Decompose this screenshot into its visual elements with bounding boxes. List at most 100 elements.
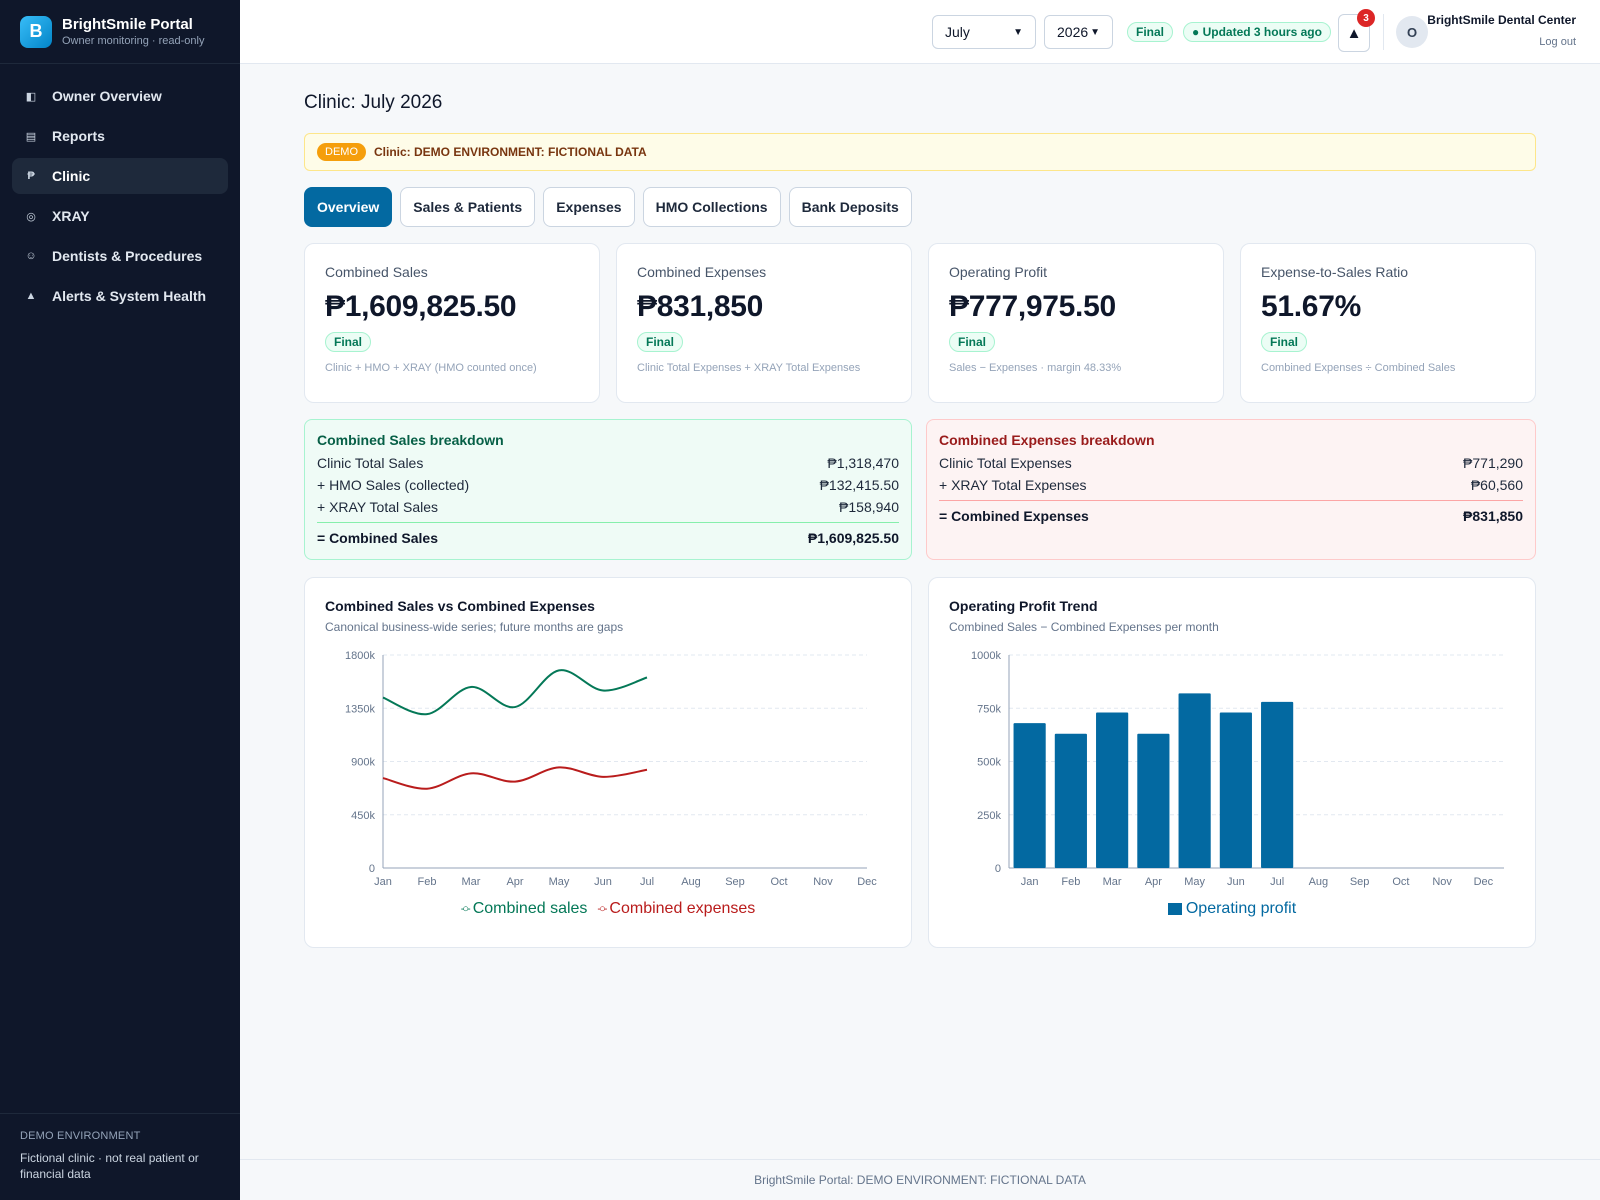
bar-feb [1054,733,1087,868]
legend-swatch-icon [1167,903,1182,915]
status-badge: Final [637,332,684,352]
banner-text: Clinic: DEMO ENVIRONMENT: FICTIONAL DATA [374,145,647,159]
breakdown-value: ₱132,415.50 [819,477,899,493]
combined-sales-line [382,669,648,716]
sales-breakdown-title: Combined Sales breakdown [317,432,504,448]
x-tick-label: Feb [418,876,437,888]
breakdown-row: + HMO Sales (collected) ₱132,415.50 [317,474,899,496]
x-tick-label: Jul [1270,876,1284,888]
sidebar-item-label: Alerts & System Health [52,288,207,304]
kpi-card-combined-expenses: Combined Expenses ₱831,850 Final Clinic Tot… [616,243,912,403]
total-label: = Combined Sales [317,530,438,546]
sidebar-item-xray[interactable]: ◎ XRAY [12,198,228,234]
y-tick-label: 1800k [345,650,375,662]
legend-item: -○- Combined expenses [597,900,755,918]
breakdown-value: ₱1,318,470 [827,455,899,471]
x-tick-label: Sep [725,876,745,888]
kpi-value: ₱1,609,825.50 [325,290,517,323]
sidebar-item-label: XRAY [52,208,90,224]
legend-label: Combined expenses [609,900,756,917]
month-select[interactable]: July ▼ [932,15,1036,49]
x-tick-label: Jun [594,876,612,888]
total-label: = Combined Expenses [939,508,1089,524]
breakdown-label: + XRAY Total Sales [317,499,439,515]
bar-mar [1096,712,1129,868]
kpi-card-operating-profit: Operating Profit ₱777,975.50 Final Sales − … [928,243,1224,403]
user-name: BrightSmile Dental Center [1427,13,1576,27]
reports-icon: ▤ [25,130,37,143]
y-tick-label: 1000k [971,650,1001,662]
sidebar-item-reports[interactable]: ▤ Reports [12,118,228,154]
tab-bank-deposits[interactable]: Bank Deposits [788,187,912,227]
kpi-value: ₱777,975.50 [949,290,1116,323]
x-tick-label: Apr [1145,876,1162,888]
sidebar-item-label: Reports [52,128,105,144]
sidebar-item-label: Dentists & Procedures [52,248,203,264]
bar-jun [1219,712,1252,868]
chart-legend: -○- Combined sales -○- Combined expenses [305,900,911,918]
kpi-label: Combined Sales [325,264,428,280]
expense-breakdown-title: Combined Expenses breakdown [939,432,1155,448]
sales-breakdown-card: Combined Sales breakdown Clinic Total Sa… [304,419,912,560]
demo-banner: DEMO Clinic: DEMO ENVIRONMENT: FICTIONAL… [304,133,1536,171]
xray-icon: ◎ [26,210,36,223]
chart-title: Combined Sales vs Combined Expenses [325,598,595,614]
kpi-cards: Combined Sales ₱1,609,825.50 Final Clinic +… [304,243,1536,403]
page-footer: BrightSmile Portal: DEMO ENVIRONMENT: FI… [240,1159,1600,1200]
sidebar-item-clinic[interactable]: ₱ Clinic [12,158,228,194]
tab-sales-patients[interactable]: Sales & Patients [400,187,536,227]
line-chart: 0 450k 900k 1350k 1800k Jan Feb Mar Apr May Jun Jul… [345,650,877,888]
breakdown-value: ₱158,940 [839,499,899,515]
x-tick-label: Aug [681,876,701,888]
bar-jul [1261,701,1294,868]
avatar[interactable]: O [1396,16,1428,48]
year-select[interactable]: 2026 ▼ [1044,15,1113,49]
total-value: ₱831,850 [1463,508,1523,524]
sales-vs-expenses-chart-card: Combined Sales vs Combined Expenses Cano… [304,577,912,948]
notification-count-badge: 3 [1357,9,1375,27]
expense-breakdown-total: = Combined Expenses ₱831,850 [939,500,1523,527]
y-tick-label: 500k [977,757,1001,769]
bar-chart: 0 250k 500k 750k 1000k Jan Feb Mar Apr May Jun Jul A… [971,650,1504,888]
x-tick-label: Oct [1392,876,1409,888]
sidebar-item-owner-overview[interactable]: ◧ Owner Overview [12,78,228,114]
kpi-note: Combined Expenses ÷ Combined Sales [1261,362,1456,374]
x-tick-label: Mar [1103,876,1122,888]
sidebar-item-label: Clinic [52,168,91,184]
breakdown-value: ₱771,290 [1463,455,1523,471]
y-tick-label: 1350k [345,703,375,715]
breakdown-row: Clinic Total Sales ₱1,318,470 [317,452,899,474]
x-tick-label: Nov [813,876,833,888]
chevron-down-icon: ▼ [1013,26,1023,38]
chart-subtitle: Combined Sales − Combined Expenses per m… [949,620,1219,634]
demo-env-title: DEMO ENVIRONMENT [20,1130,141,1142]
updated-badge: ● Updated 3 hours ago [1183,22,1331,42]
expense-breakdown-card: Combined Expenses breakdown Clinic Total… [926,419,1536,560]
peso-icon: ₱ [27,170,35,182]
x-tick-label: Feb [1061,876,1080,888]
kpi-note: Clinic Total Expenses + XRAY Total Expen… [637,362,861,374]
notifications-button[interactable]: ▲ 3 [1338,9,1375,52]
legend-label: Operating profit [1185,900,1297,917]
tab-hmo-collections[interactable]: HMO Collections [642,187,781,227]
breakdown-row: + XRAY Total Sales ₱158,940 [317,496,899,518]
kpi-label: Combined Expenses [637,264,767,280]
y-tick-label: 900k [351,757,375,769]
breakdown-row: Clinic Total Expenses ₱771,290 [939,452,1523,474]
bar-may [1178,693,1211,868]
chart-title: Operating Profit Trend [949,598,1098,614]
legend-line-marker-icon: -○- [597,903,607,915]
sidebar: B BrightSmile Portal Owner monitoring · … [0,0,240,1200]
logout-link[interactable]: Log out [1539,36,1576,48]
kpi-note: Sales − Expenses · margin 48.33% [949,362,1122,374]
header-divider [1383,14,1384,50]
tab-overview[interactable]: Overview [304,187,393,227]
sidebar-item-dentists-procedures[interactable]: ☺ Dentists & Procedures [12,238,228,274]
brand: B BrightSmile Portal Owner monitoring · … [0,0,240,64]
x-tick-label: Jun [1227,876,1245,888]
y-tick-label: 0 [995,863,1001,875]
breakdown-label: Clinic Total Sales [317,455,424,471]
legend-item: -○- Combined sales [461,900,588,918]
tab-expenses[interactable]: Expenses [543,187,635,227]
sidebar-item-alerts-system-health[interactable]: ▲ Alerts & System Health [12,278,228,314]
